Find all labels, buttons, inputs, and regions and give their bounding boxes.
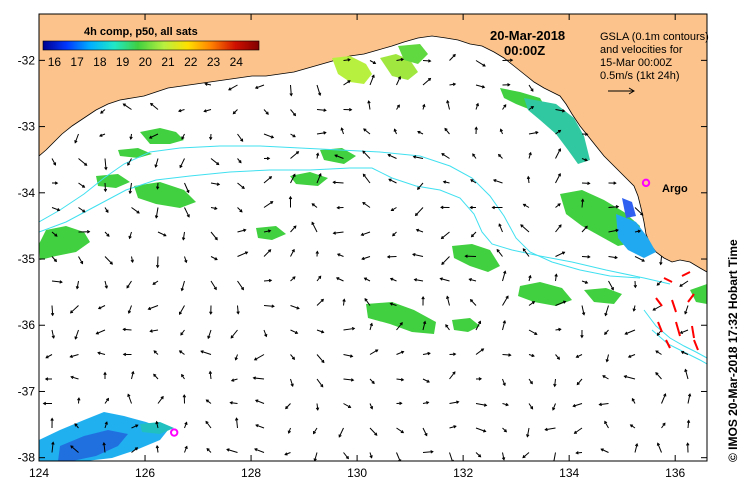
colorbar-label: 22 [184, 55, 198, 69]
x-tick-label: 136 [665, 466, 685, 480]
legend-line-4: 0.5m/s (1kt 24h) [600, 70, 679, 82]
y-tick-label: -38 [18, 451, 36, 465]
colorbar-label: 16 [48, 55, 62, 69]
colorbar-title: 4h comp, p50, all sats [84, 26, 198, 38]
argo-label: Argo [662, 183, 688, 195]
map-date: 20-Mar-2018 [490, 28, 565, 43]
colorbar-label: 24 [230, 55, 244, 69]
colorbar-labels: 16 17 18 19 20 21 22 23 24 [48, 55, 244, 69]
x-tick-label: 132 [453, 466, 473, 480]
colorbar-label: 18 [93, 55, 107, 69]
x-tick-label: 128 [241, 466, 261, 480]
map-time: 00:00Z [504, 43, 545, 58]
credit-text: © IMOS 20-Mar-2018 17:32 Hobart Time [726, 239, 740, 462]
y-tick-label: -36 [18, 318, 36, 332]
legend-line-3: 15-Mar 00:00Z [600, 57, 672, 69]
colorbar-label: 20 [139, 55, 153, 69]
y-tick-label: -32 [18, 53, 36, 67]
legend-line-1: GSLA (0.1m contours) [600, 31, 709, 43]
colorbar-label: 21 [161, 55, 175, 69]
colorbar-label: 19 [116, 55, 130, 69]
colorbar-label: 17 [70, 55, 84, 69]
x-tick-label: 126 [135, 466, 155, 480]
y-tick-label: -33 [18, 120, 36, 134]
x-tick-label: 124 [29, 466, 49, 480]
colorbar [43, 41, 259, 50]
y-tick-label: -34 [18, 186, 36, 200]
y-tick-label: -37 [18, 384, 36, 398]
colorbar-label: 23 [207, 55, 221, 69]
legend-line-2: and velocities for [600, 44, 683, 56]
x-tick-label: 130 [347, 466, 367, 480]
y-tick-label: -35 [18, 252, 36, 266]
x-tick-label: 134 [559, 466, 579, 480]
